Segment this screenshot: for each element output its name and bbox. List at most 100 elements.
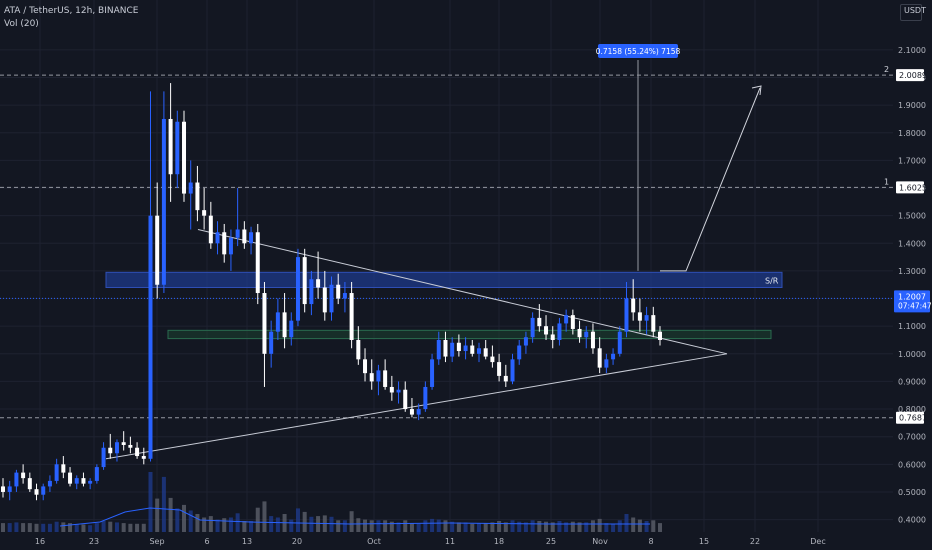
candle-body bbox=[342, 293, 347, 299]
time-tick-label: Dec bbox=[810, 537, 825, 546]
time-tick-label: 20 bbox=[292, 537, 302, 546]
candle-body bbox=[21, 472, 26, 479]
volume-bar bbox=[530, 520, 535, 532]
level-number-label: 1 bbox=[884, 177, 889, 186]
price-tick-label: 0.8000 bbox=[898, 405, 926, 414]
price-axis: 2.10002.00001.90001.80001.70001.60001.50… bbox=[893, 0, 932, 550]
time-tick-label: 13 bbox=[242, 537, 252, 546]
time-tick-label: 25 bbox=[546, 537, 556, 546]
volume-bar bbox=[597, 518, 602, 532]
volume-bar bbox=[235, 513, 240, 532]
volume-bar bbox=[631, 517, 636, 532]
volume-bar bbox=[329, 516, 334, 532]
candle-body bbox=[282, 312, 287, 338]
candle-body bbox=[550, 334, 555, 340]
candle-body bbox=[637, 312, 642, 321]
volume-bar bbox=[342, 520, 347, 532]
candle-body bbox=[584, 331, 589, 338]
price-tick-label: 1.9000 bbox=[898, 101, 926, 110]
price-tick-label: 0.4000 bbox=[898, 516, 926, 525]
volume-bar bbox=[624, 514, 629, 532]
candle-body bbox=[517, 345, 522, 360]
candle-body bbox=[68, 472, 73, 484]
volume-bars bbox=[1, 472, 662, 532]
volume-bar bbox=[349, 511, 354, 532]
candle-body bbox=[570, 315, 575, 329]
candle-body bbox=[544, 326, 549, 335]
price-tick-label: 0.9000 bbox=[898, 377, 926, 386]
chart-legend: ATA / TetherUS, 12h, BINANCE Vol (20) bbox=[4, 5, 138, 31]
candle-body bbox=[490, 356, 495, 363]
candle-body bbox=[195, 182, 200, 211]
volume-bar bbox=[74, 524, 79, 532]
candle-body bbox=[121, 442, 126, 445]
candle-body bbox=[188, 182, 193, 194]
currency-unit-box[interactable] bbox=[900, 4, 922, 21]
volume-bar bbox=[637, 519, 642, 532]
volume-bar bbox=[222, 518, 227, 532]
level-price-badge bbox=[896, 69, 924, 82]
volume-bar bbox=[356, 518, 361, 532]
candle-body bbox=[503, 375, 508, 382]
volume-bar bbox=[590, 520, 595, 532]
candles bbox=[1, 83, 662, 501]
volume-bar bbox=[544, 521, 549, 532]
level-number-label: 2 bbox=[884, 65, 889, 74]
candle-body bbox=[228, 237, 233, 255]
volume-bar bbox=[537, 521, 542, 532]
volume-bar bbox=[88, 525, 93, 532]
candle-body bbox=[141, 456, 146, 459]
volume-bar bbox=[396, 522, 401, 532]
volume-bar bbox=[54, 521, 59, 532]
volume-bar bbox=[215, 519, 220, 532]
volume-bar bbox=[577, 522, 582, 532]
candle-body bbox=[289, 320, 294, 338]
candle-body bbox=[430, 359, 435, 387]
time-tick-label: 6 bbox=[204, 537, 209, 546]
level-price-label: 1.6025 bbox=[899, 183, 927, 192]
volume-bar bbox=[483, 523, 488, 532]
candle-body bbox=[383, 370, 388, 387]
candle-body bbox=[222, 232, 227, 255]
trendlines bbox=[105, 229, 728, 460]
candle-body bbox=[409, 409, 414, 415]
price-tick-label: 0.5000 bbox=[898, 488, 926, 497]
candle-body bbox=[202, 210, 207, 216]
time-axis-bg bbox=[0, 532, 932, 550]
candle-body bbox=[114, 442, 119, 454]
candle-body bbox=[175, 121, 180, 175]
candle-body bbox=[510, 359, 515, 382]
volume-bar bbox=[1, 523, 5, 532]
volume-bar bbox=[430, 518, 435, 532]
candle-body bbox=[235, 229, 240, 238]
volume-bar bbox=[148, 472, 153, 532]
volume-bar bbox=[249, 521, 254, 532]
time-tick-label: Nov bbox=[592, 537, 608, 546]
volume-bar bbox=[389, 521, 394, 532]
volume-indicator-label[interactable]: Vol (20) bbox=[4, 19, 39, 29]
candle-body bbox=[389, 386, 394, 393]
volume-bar bbox=[34, 523, 39, 532]
volume-bar bbox=[228, 517, 233, 532]
measure-label-bg bbox=[598, 44, 678, 58]
volume-bar bbox=[188, 510, 193, 532]
time-tick-label: Sep bbox=[149, 537, 164, 546]
candle-body bbox=[128, 444, 133, 448]
volume-bar bbox=[101, 521, 106, 532]
volume-bar bbox=[61, 522, 66, 532]
volume-bar bbox=[658, 523, 662, 532]
volume-bar bbox=[309, 516, 314, 532]
candle-body bbox=[369, 373, 374, 382]
volume-bar bbox=[503, 522, 508, 532]
candle-body bbox=[7, 486, 12, 492]
level-lines: 21 bbox=[0, 65, 893, 419]
candle-body bbox=[336, 284, 341, 299]
time-tick-label: 11 bbox=[445, 537, 455, 546]
projection-arrow-head bbox=[751, 85, 762, 96]
current-price-badge bbox=[894, 290, 930, 313]
candle-body bbox=[27, 478, 32, 490]
candle-body bbox=[363, 359, 368, 374]
candle-body bbox=[597, 348, 602, 368]
candle-body bbox=[651, 315, 656, 332]
